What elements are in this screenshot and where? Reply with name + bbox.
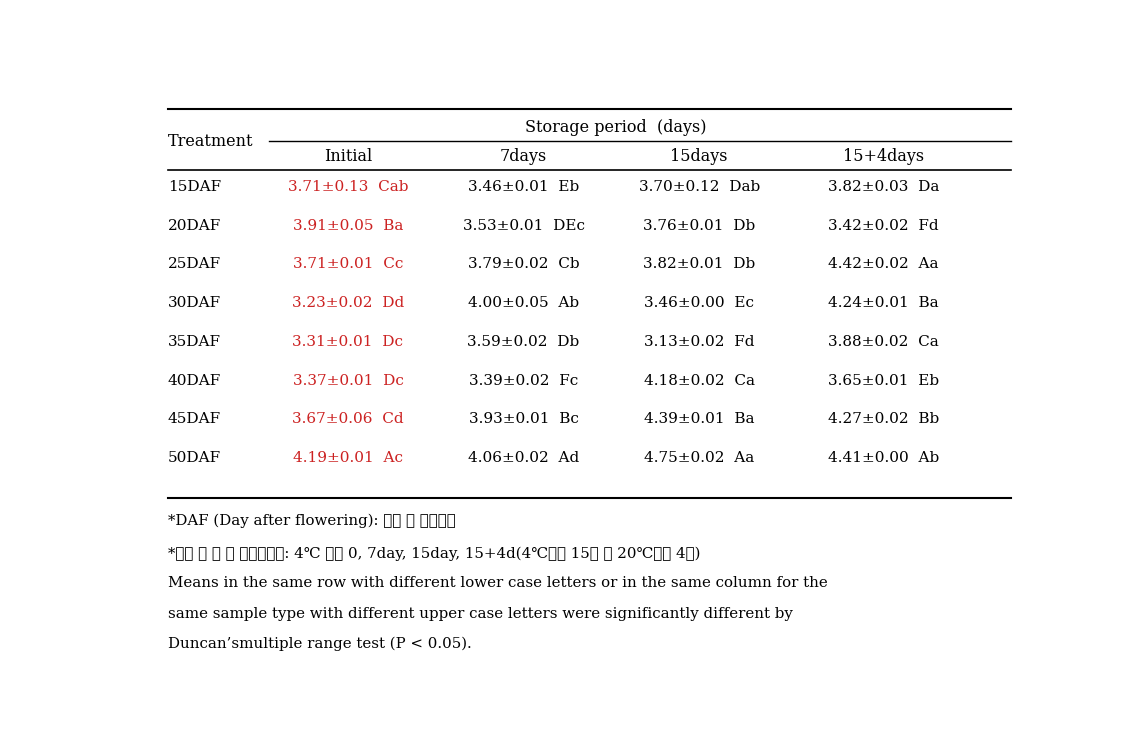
Text: 15days: 15days xyxy=(671,147,729,164)
Text: 3.71±0.01  Cc: 3.71±0.01 Cc xyxy=(292,258,403,272)
Text: 3.37±0.01  Dc: 3.37±0.01 Dc xyxy=(292,374,403,388)
Text: 3.65±0.01  Eb: 3.65±0.01 Eb xyxy=(828,374,939,388)
Text: Initial: Initial xyxy=(324,147,372,164)
Text: 3.67±0.06  Cd: 3.67±0.06 Cd xyxy=(292,412,403,426)
Text: 3.53±0.01  DEc: 3.53±0.01 DEc xyxy=(462,218,585,232)
Text: 4.00±0.05  Ab: 4.00±0.05 Ab xyxy=(468,296,579,310)
Text: 15DAF: 15DAF xyxy=(168,180,221,194)
Text: Storage period  (days): Storage period (days) xyxy=(525,119,707,136)
Text: 3.71±0.13  Cab: 3.71±0.13 Cab xyxy=(288,180,408,194)
Text: 3.76±0.01  Db: 3.76±0.01 Db xyxy=(644,218,756,232)
Text: 3.31±0.01  Dc: 3.31±0.01 Dc xyxy=(292,334,403,349)
Text: 50DAF: 50DAF xyxy=(168,451,221,465)
Text: 4.42±0.02  Aa: 4.42±0.02 Aa xyxy=(828,258,939,272)
Text: 40DAF: 40DAF xyxy=(168,374,221,388)
Text: 20DAF: 20DAF xyxy=(168,218,221,232)
Text: 4.24±0.01  Ba: 4.24±0.01 Ba xyxy=(828,296,939,310)
Text: 3.82±0.03  Da: 3.82±0.03 Da xyxy=(828,180,939,194)
Text: 3.39±0.02  Fc: 3.39±0.02 Fc xyxy=(469,374,578,388)
Text: 4.19±0.01  Ac: 4.19±0.01 Ac xyxy=(293,451,403,465)
Text: 3.23±0.02  Dd: 3.23±0.02 Dd xyxy=(292,296,404,310)
Text: 3.70±0.12  Dab: 3.70±0.12 Dab xyxy=(639,180,760,194)
Text: 3.13±0.02  Fd: 3.13±0.02 Fd xyxy=(644,334,755,349)
Text: 3.59±0.02  Db: 3.59±0.02 Db xyxy=(468,334,580,349)
Text: 3.79±0.02  Cb: 3.79±0.02 Cb xyxy=(468,258,579,272)
Text: 4.27±0.02  Bb: 4.27±0.02 Bb xyxy=(828,412,939,426)
Text: same sample type with different upper case letters were significantly different : same sample type with different upper ca… xyxy=(168,607,793,621)
Text: 3.93±0.01  Bc: 3.93±0.01 Bc xyxy=(469,412,579,426)
Text: 15+4days: 15+4days xyxy=(843,147,925,164)
Text: 7days: 7days xyxy=(500,147,547,164)
Text: 3.46±0.01  Eb: 3.46±0.01 Eb xyxy=(468,180,579,194)
Text: Treatment: Treatment xyxy=(168,133,254,150)
Text: *저장 기 간 후 품질평가일: 4℃ 저장 0, 7day, 15day, 15+4d(4℃저장 15일 후 20℃저장 4일): *저장 기 간 후 품질평가일: 4℃ 저장 0, 7day, 15day, 1… xyxy=(168,546,700,561)
Text: 3.82±0.01  Db: 3.82±0.01 Db xyxy=(644,258,756,272)
Text: 25DAF: 25DAF xyxy=(168,258,221,272)
Text: 4.39±0.01  Ba: 4.39±0.01 Ba xyxy=(644,412,755,426)
Text: 45DAF: 45DAF xyxy=(168,412,221,426)
Text: 4.18±0.02  Ca: 4.18±0.02 Ca xyxy=(644,374,755,388)
Text: 4.06±0.02  Ad: 4.06±0.02 Ad xyxy=(468,451,579,465)
Text: *DAF (Day after flowering): 개화 후 수확일자: *DAF (Day after flowering): 개화 후 수확일자 xyxy=(168,514,455,528)
Text: 3.42±0.02  Fd: 3.42±0.02 Fd xyxy=(828,218,939,232)
Text: 4.75±0.02  Aa: 4.75±0.02 Aa xyxy=(644,451,755,465)
Text: 3.88±0.02  Ca: 3.88±0.02 Ca xyxy=(828,334,939,349)
Text: 30DAF: 30DAF xyxy=(168,296,221,310)
Text: 3.46±0.00  Ec: 3.46±0.00 Ec xyxy=(645,296,755,310)
Text: 35DAF: 35DAF xyxy=(168,334,221,349)
Text: 3.91±0.05  Ba: 3.91±0.05 Ba xyxy=(292,218,403,232)
Text: Means in the same row with different lower case letters or in the same column fo: Means in the same row with different low… xyxy=(168,576,828,591)
Text: 4.41±0.00  Ab: 4.41±0.00 Ab xyxy=(828,451,939,465)
Text: Duncan’smultiple range test (P < 0.05).: Duncan’smultiple range test (P < 0.05). xyxy=(168,637,471,651)
